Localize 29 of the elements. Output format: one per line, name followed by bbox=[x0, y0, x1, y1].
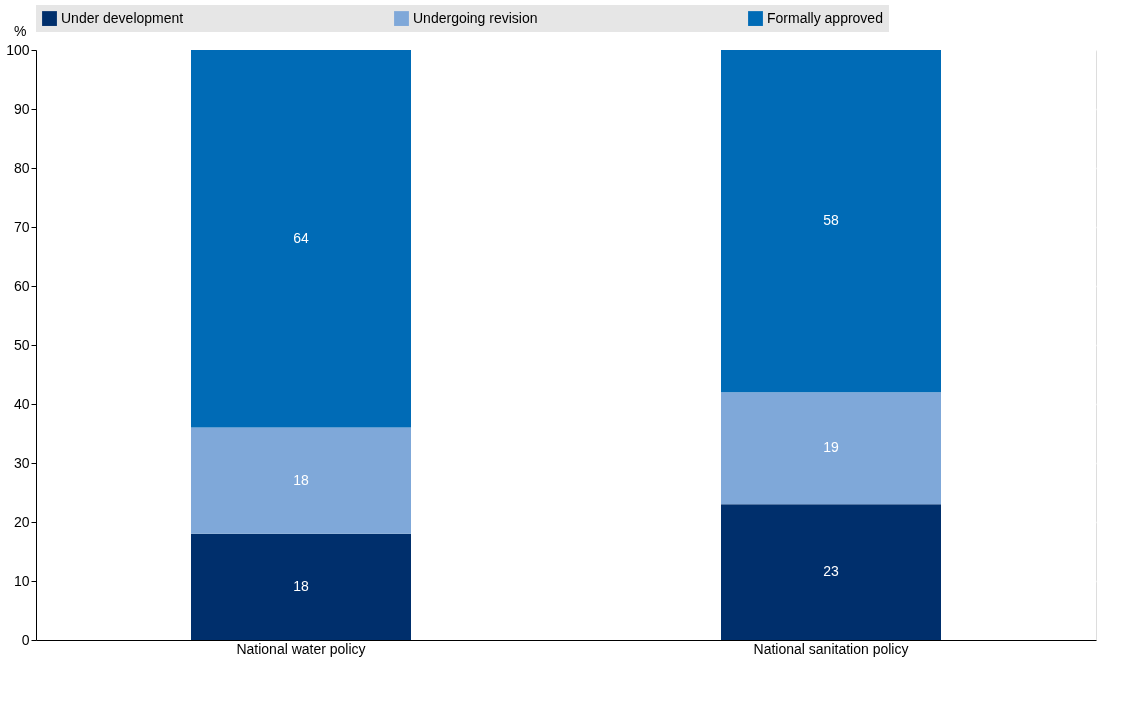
data-label: 64 bbox=[293, 229, 309, 246]
y-axis-title: % bbox=[14, 22, 27, 39]
y-tick-label: 80 bbox=[13, 159, 30, 176]
y-tick-label: 70 bbox=[13, 218, 30, 235]
data-label: 18 bbox=[293, 577, 309, 594]
x-tick-label: National sanitation policy bbox=[753, 640, 909, 657]
bar bbox=[721, 50, 941, 393]
legend-label: Formally approved bbox=[767, 9, 883, 26]
legend-label: Under development bbox=[61, 9, 184, 26]
y-tick-label: 0 bbox=[21, 631, 30, 648]
y-tick-label: 100 bbox=[6, 41, 30, 58]
y-tick-label: 50 bbox=[13, 336, 30, 353]
bar bbox=[721, 504, 941, 640]
data-label: 18 bbox=[293, 471, 309, 488]
data-label: 58 bbox=[823, 212, 839, 229]
bar bbox=[191, 50, 411, 428]
y-tick-label: 60 bbox=[13, 277, 30, 294]
y-tick-label: 30 bbox=[13, 454, 30, 471]
y-tick-label: 20 bbox=[13, 513, 30, 530]
bar bbox=[191, 533, 411, 640]
y-tick-label: 90 bbox=[13, 100, 30, 117]
bar bbox=[721, 392, 941, 505]
data-label: 19 bbox=[823, 439, 839, 456]
y-tick-label: 10 bbox=[13, 572, 30, 589]
bar bbox=[191, 427, 411, 534]
y-tick-label: 40 bbox=[13, 395, 30, 412]
data-label: 23 bbox=[823, 563, 839, 580]
legend-label: Undergoing revision bbox=[413, 9, 538, 26]
x-tick-label: National water policy bbox=[236, 640, 366, 657]
